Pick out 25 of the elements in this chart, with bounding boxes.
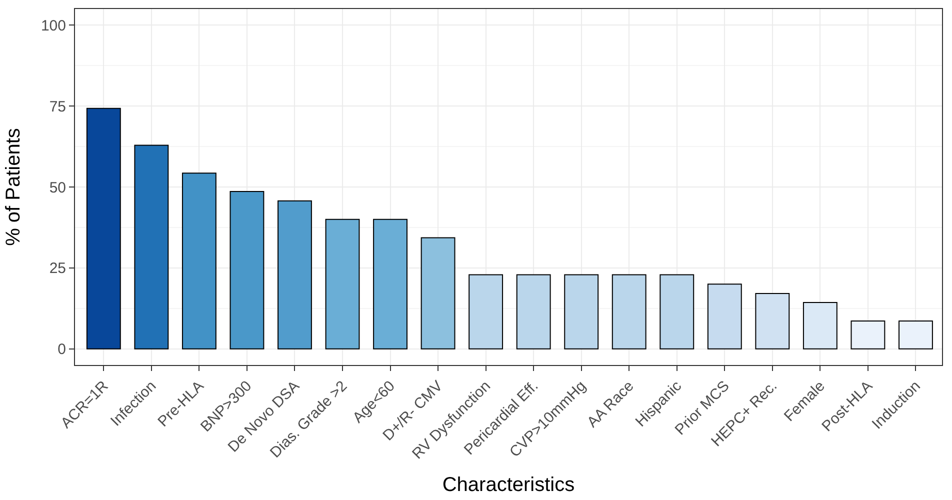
bar (755, 292, 790, 350)
y-tick-label: 75 (49, 98, 66, 116)
y-tick-label: 25 (49, 260, 66, 278)
y-tick-label: 0 (58, 341, 66, 358)
bar (325, 218, 360, 350)
bar (420, 237, 456, 350)
x-axis-title: Characteristics (442, 474, 575, 496)
y-tick-label: 100 (40, 17, 66, 34)
bar (850, 320, 886, 350)
bar (707, 284, 742, 350)
bar (134, 144, 169, 350)
bar (373, 218, 408, 350)
y-tick-label: 50 (49, 179, 66, 196)
bar (86, 108, 121, 350)
bar (564, 274, 599, 350)
y-axis-title: % of Patients (2, 128, 24, 246)
bar (898, 320, 933, 350)
bar (516, 274, 551, 350)
bar (802, 302, 838, 350)
bar (468, 274, 504, 350)
bar (612, 274, 646, 350)
bar (230, 191, 264, 350)
bar (278, 200, 312, 350)
bar (182, 172, 216, 350)
bar (660, 274, 694, 350)
